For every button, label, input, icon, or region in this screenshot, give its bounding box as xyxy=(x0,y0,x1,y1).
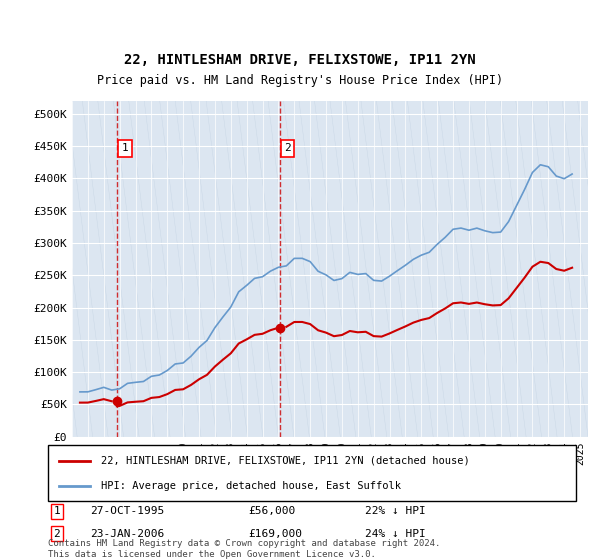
Text: £169,000: £169,000 xyxy=(248,529,302,539)
Text: 2: 2 xyxy=(53,529,60,539)
Text: HPI: Average price, detached house, East Suffolk: HPI: Average price, detached house, East… xyxy=(101,480,401,491)
Text: 27-OCT-1995: 27-OCT-1995 xyxy=(90,506,164,516)
Text: 24% ↓ HPI: 24% ↓ HPI xyxy=(365,529,425,539)
Text: 1: 1 xyxy=(53,506,60,516)
Text: £56,000: £56,000 xyxy=(248,506,296,516)
Text: 22, HINTLESHAM DRIVE, FELIXSTOWE, IP11 2YN (detached house): 22, HINTLESHAM DRIVE, FELIXSTOWE, IP11 2… xyxy=(101,456,470,466)
Text: 23-JAN-2006: 23-JAN-2006 xyxy=(90,529,164,539)
Text: 1: 1 xyxy=(122,143,128,153)
Text: Price paid vs. HM Land Registry's House Price Index (HPI): Price paid vs. HM Land Registry's House … xyxy=(97,74,503,87)
Text: 22, HINTLESHAM DRIVE, FELIXSTOWE, IP11 2YN: 22, HINTLESHAM DRIVE, FELIXSTOWE, IP11 2… xyxy=(124,53,476,67)
Text: 2: 2 xyxy=(284,143,291,153)
FancyBboxPatch shape xyxy=(48,445,576,501)
Text: Contains HM Land Registry data © Crown copyright and database right 2024.
This d: Contains HM Land Registry data © Crown c… xyxy=(48,539,440,559)
Text: 22% ↓ HPI: 22% ↓ HPI xyxy=(365,506,425,516)
